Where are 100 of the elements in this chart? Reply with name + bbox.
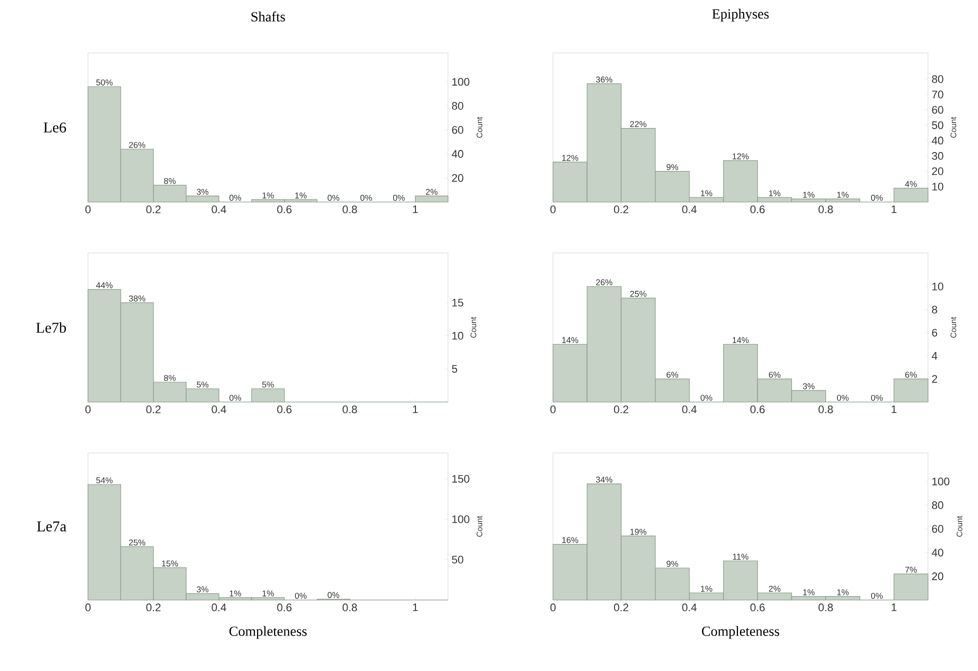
y-tick-label: 40: [452, 150, 464, 158]
annotation: 25%: [129, 540, 146, 546]
annotation: 0%: [360, 194, 372, 201]
annotation: 1%: [769, 190, 780, 196]
y-tick-label: 100: [452, 515, 470, 524]
x-tick-label: 0.2: [146, 406, 161, 414]
annotation: 4%: [905, 181, 917, 187]
x-tick-label: 0.2: [614, 604, 628, 612]
x-tick-label: 0.8: [342, 206, 357, 214]
y-tick-label: 40: [932, 548, 944, 556]
y-tick-label: 15: [452, 298, 464, 306]
y-tick-label: 20: [452, 174, 464, 182]
y-tick-label: 100: [932, 478, 950, 486]
annotation: 12%: [562, 154, 578, 161]
annotation: 7%: [905, 566, 917, 573]
annotation: 11%: [732, 554, 748, 560]
annotation: 1%: [803, 589, 815, 596]
annotation: 1%: [837, 589, 849, 596]
y-tick-label: 6: [932, 328, 938, 337]
annotation: 0%: [229, 394, 242, 401]
annotation: 1%: [700, 586, 712, 592]
annotation: 1%: [700, 190, 712, 196]
text: Le7a: [37, 522, 66, 532]
annotation: 1%: [230, 590, 242, 596]
x-tick-label: 0.8: [342, 406, 357, 414]
x-tick-label: 1: [413, 206, 418, 214]
y-tick-label: 10: [452, 332, 464, 340]
annotation: 0%: [328, 592, 340, 598]
x-tick-label: 0.6: [750, 604, 765, 612]
annotation: 12%: [732, 153, 749, 160]
text: Le7b: [36, 322, 66, 333]
x-tick-label: 0.2: [614, 206, 628, 214]
y-tick-label: 60: [932, 525, 944, 533]
annotation: 6%: [768, 372, 780, 378]
x-tick-label: 0.8: [818, 406, 833, 414]
y-tick-label: 20: [932, 572, 944, 580]
x-tick-label: 0.6: [750, 406, 765, 414]
annotation: 1%: [803, 192, 815, 198]
y-tick-label: 60: [452, 126, 464, 134]
annotation: 1%: [262, 192, 274, 198]
x-tick-label: 0.4: [212, 206, 226, 214]
y-tick-label: 40: [932, 136, 944, 144]
annotation: 5%: [196, 382, 208, 388]
annotation: 15%: [162, 560, 178, 566]
annotation: 19%: [630, 528, 646, 535]
annotation: 1%: [837, 192, 849, 198]
annotation: 2%: [426, 188, 438, 195]
annotation: 5%: [262, 382, 274, 388]
x-tick-label: 0.4: [682, 406, 697, 414]
annotation: 22%: [630, 121, 646, 128]
x-tick-label: 0.4: [682, 604, 697, 612]
x-axis-title: Completeness: [702, 626, 780, 639]
x-tick-label: 0.4: [212, 406, 226, 414]
y-tick-label: 2: [932, 375, 938, 383]
x-tick-label: 1: [892, 406, 896, 414]
annotation: 8%: [164, 374, 176, 381]
y-tick-label: 30: [932, 152, 944, 160]
annotation: 0%: [871, 592, 883, 599]
annotation: 14%: [732, 337, 749, 344]
y-tick-label: 100: [452, 78, 470, 86]
annotation: 36%: [596, 76, 612, 83]
annotation: 16%: [562, 537, 578, 544]
annotation: 54%: [96, 477, 113, 484]
text: Le6: [44, 122, 66, 133]
annotation: 9%: [666, 560, 678, 567]
y-tick-label: 80: [452, 102, 464, 110]
x-tick-label: 0.8: [342, 604, 357, 612]
annotation: 14%: [562, 337, 578, 344]
y-tick-label: 70: [932, 90, 944, 98]
annotation: 1%: [295, 192, 307, 198]
y-tick-label: 50: [932, 121, 944, 130]
annotation: 26%: [596, 279, 612, 286]
y-tick-label: 10: [932, 182, 944, 191]
x-tick-label: 1: [892, 206, 896, 214]
annotation: 1%: [262, 590, 274, 596]
x-tick-label: 0.4: [682, 206, 697, 214]
annotation: 9%: [666, 164, 678, 170]
annotation: 0%: [700, 394, 712, 401]
y-tick-label: 4: [932, 352, 938, 360]
y-tick-label: 50: [452, 556, 464, 564]
annotation: 0%: [836, 394, 849, 401]
annotation: 0%: [871, 194, 883, 201]
annotation: 0%: [328, 194, 340, 201]
x-tick-label: 0.6: [750, 206, 765, 214]
y-tick-label: 8: [932, 306, 938, 314]
annotation: 3%: [802, 383, 815, 390]
x-tick-label: 0.8: [818, 604, 833, 612]
annotation: 6%: [905, 372, 917, 378]
chart-title: Shafts: [252, 12, 285, 22]
x-axis-title: Completeness: [229, 626, 307, 639]
annotation: 8%: [164, 178, 176, 184]
annotation: 34%: [596, 476, 612, 483]
y-tick-label: 5: [452, 365, 458, 373]
x-tick-label: 0: [85, 206, 91, 214]
annotation: 44%: [96, 282, 113, 288]
x-tick-label: 0.6: [277, 604, 292, 612]
x-tick-label: 0: [550, 206, 556, 214]
x-tick-label: 1: [892, 604, 896, 612]
x-tick-label: 1: [413, 406, 418, 414]
x-tick-label: 0.2: [146, 604, 161, 612]
